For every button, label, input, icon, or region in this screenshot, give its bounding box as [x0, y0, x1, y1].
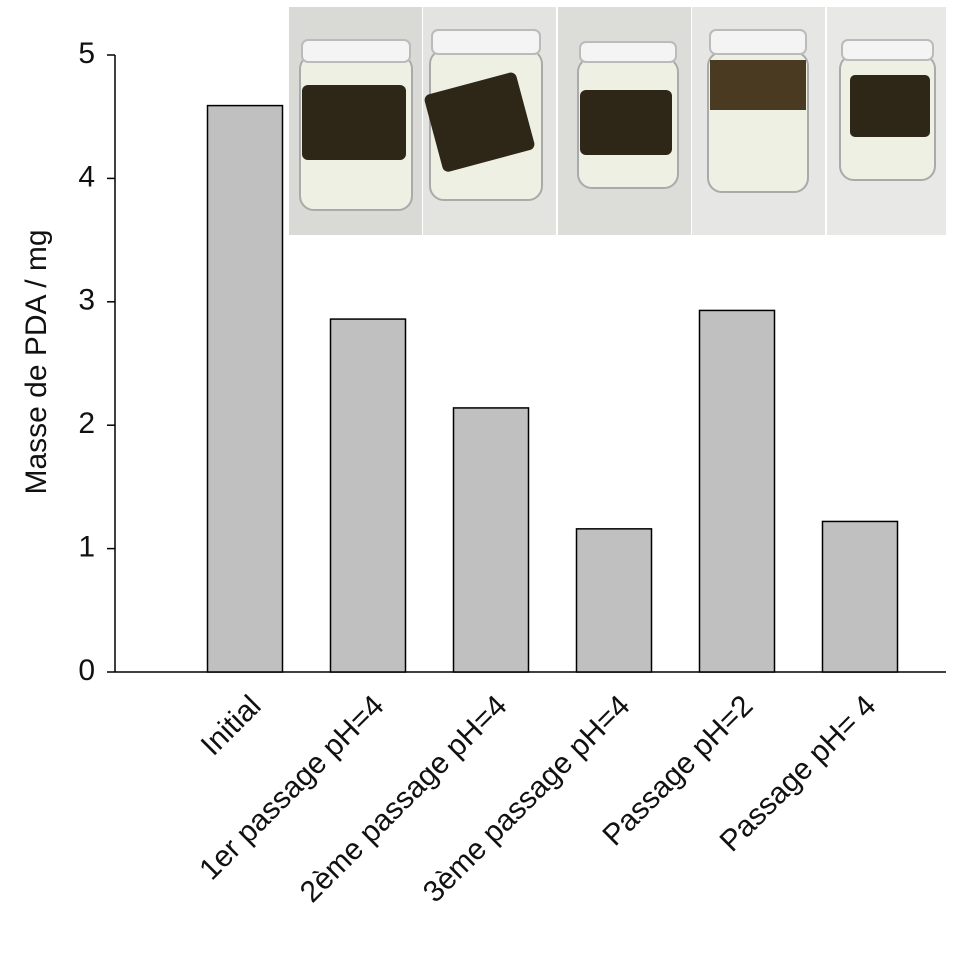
y-tick-label: 4 [78, 160, 95, 193]
bar [698, 309, 776, 673]
bar [575, 528, 653, 673]
y-tick-label: 1 [78, 531, 95, 564]
y-tick-label: 3 [78, 284, 95, 317]
x-tick-label: Initial [195, 689, 268, 762]
inset-photos [289, 7, 946, 235]
bar [821, 520, 899, 673]
bar [329, 318, 407, 673]
y-tick-label: 5 [78, 37, 95, 70]
bar [452, 407, 530, 673]
x-tick-label: 3ème passage pH=4 [417, 689, 637, 909]
x-tick-label: 2ème passage pH=4 [294, 689, 514, 909]
y-axis-title: Masse de PDA / mg [20, 229, 53, 494]
bar [206, 104, 284, 673]
y-tick-label: 0 [78, 654, 95, 687]
y-tick-label: 2 [78, 407, 95, 440]
